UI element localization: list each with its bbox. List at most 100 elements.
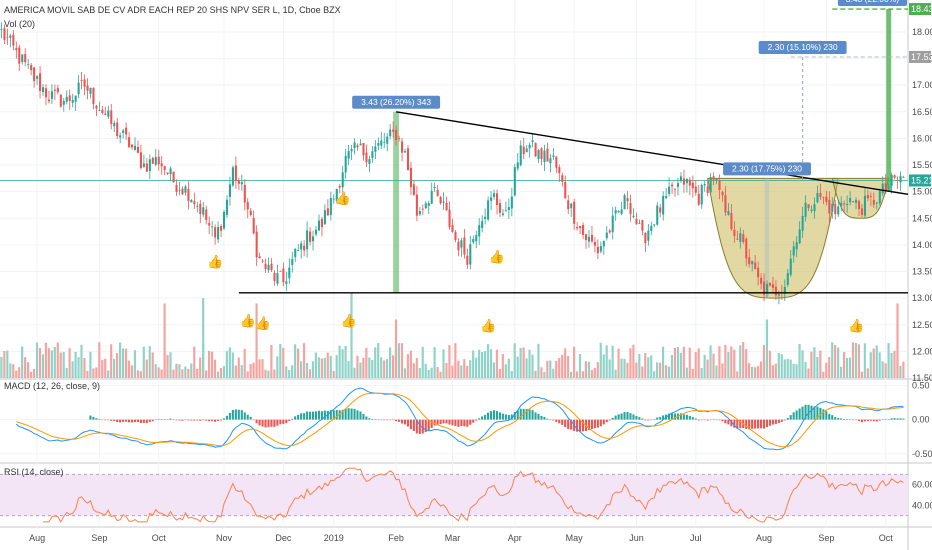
- macd-histogram-bar: [311, 411, 315, 420]
- volume-bar: [887, 343, 890, 378]
- macd-histogram-bar: [95, 418, 98, 420]
- candle-body: [353, 142, 356, 149]
- volume-bar: [528, 349, 531, 378]
- volume-bar: [448, 345, 451, 378]
- macd-histogram-bar: [567, 419, 570, 430]
- volume-bar: [810, 351, 813, 378]
- volume-bar: [21, 346, 24, 378]
- candle-body: [157, 156, 160, 165]
- macd-histogram-bar: [653, 419, 656, 420]
- macd-histogram-bar: [460, 419, 463, 427]
- volume-bar: [282, 347, 285, 378]
- macd-histogram-bar: [110, 419, 113, 421]
- volume-bar: [881, 361, 884, 378]
- volume-bar: [587, 361, 590, 378]
- candle-body: [445, 202, 448, 211]
- volume-bar: [113, 358, 116, 378]
- candle-body: [647, 230, 650, 241]
- volume-bar: [804, 362, 807, 378]
- macd-histogram-bar: [400, 419, 404, 424]
- measure-tag-box: [758, 40, 847, 54]
- volume-bar: [620, 358, 623, 378]
- candle-body: [860, 208, 864, 215]
- candle-body: [481, 221, 484, 229]
- volume-bar: [377, 343, 380, 378]
- candle-body: [33, 67, 36, 82]
- volume-bar: [264, 369, 267, 378]
- volume-bar: [424, 363, 427, 378]
- candle-body: [89, 87, 92, 94]
- macd-histogram-bar: [771, 419, 774, 425]
- candle-body: [47, 99, 50, 102]
- candle-body: [163, 166, 166, 171]
- macd-histogram-bar: [498, 412, 501, 420]
- volume-bar: [297, 348, 300, 378]
- volume-bar: [101, 359, 104, 378]
- macd-histogram-bar: [472, 419, 475, 423]
- macd-histogram-bar: [365, 416, 368, 420]
- volume-bar: [813, 347, 816, 378]
- candle-body: [398, 138, 401, 140]
- candle-body: [837, 206, 840, 215]
- candle-body: [507, 207, 510, 210]
- macd-histogram-bar: [160, 419, 163, 420]
- volume-bar: [718, 346, 721, 378]
- volume-bar: [139, 371, 142, 378]
- macd-histogram-bar: [703, 419, 706, 421]
- candle-body: [659, 207, 662, 213]
- volume-bar: [299, 361, 303, 378]
- candle-body: [635, 218, 638, 225]
- target-price-tag-2-box: [909, 3, 931, 16]
- volume-bar: [397, 343, 401, 378]
- volume-bar: [406, 354, 409, 378]
- volume-bar: [469, 360, 472, 378]
- x-tick-label: Jul: [690, 533, 702, 543]
- macd-histogram-bar: [501, 413, 504, 420]
- volume-bar: [593, 367, 596, 378]
- candle-body: [795, 242, 798, 250]
- candle-body: [252, 217, 255, 234]
- candle-body: [697, 193, 700, 205]
- candle-body: [757, 267, 760, 278]
- volume-bar: [673, 347, 677, 378]
- candle-body: [50, 91, 53, 99]
- macd-histogram-bar: [288, 419, 291, 422]
- volume-bar: [842, 351, 846, 378]
- macd-histogram-bar: [697, 419, 700, 421]
- macd-histogram-bar: [700, 419, 703, 421]
- candle-body: [748, 257, 751, 265]
- candle-body: [418, 211, 421, 215]
- volume-bar: [661, 346, 665, 378]
- candle-body: [495, 193, 499, 206]
- candle-body: [415, 194, 418, 216]
- x-tick-label: Apr: [508, 533, 522, 543]
- volume-bar: [418, 367, 421, 378]
- price-tick-label: 11.50: [912, 373, 932, 383]
- macd-histogram-bar: [561, 419, 564, 425]
- candle-body: [128, 137, 131, 148]
- volume-bar: [495, 349, 498, 378]
- volume-bar: [715, 365, 718, 378]
- candle-body: [626, 198, 629, 202]
- candle-body: [122, 130, 125, 133]
- candle-body: [145, 163, 148, 172]
- macd-histogram-bar: [816, 406, 819, 420]
- macd-histogram-bar: [264, 419, 267, 428]
- volume-bar: [828, 357, 831, 378]
- macd-histogram-bar: [715, 419, 718, 420]
- volume-bar: [208, 350, 211, 378]
- candle-body: [679, 176, 683, 182]
- volume-bar: [727, 352, 730, 378]
- candle-body: [303, 245, 306, 251]
- volume-bar: [421, 346, 424, 378]
- volume-bar: [50, 350, 53, 378]
- candle-body: [276, 273, 279, 284]
- macd-histogram-bar: [549, 419, 552, 421]
- macd-histogram-bar: [127, 419, 131, 423]
- volume-bar: [38, 347, 42, 378]
- macd-histogram-bar: [777, 419, 780, 424]
- volume-bar: [314, 352, 317, 378]
- macd-histogram-bar: [139, 419, 142, 424]
- candle-body: [887, 186, 890, 188]
